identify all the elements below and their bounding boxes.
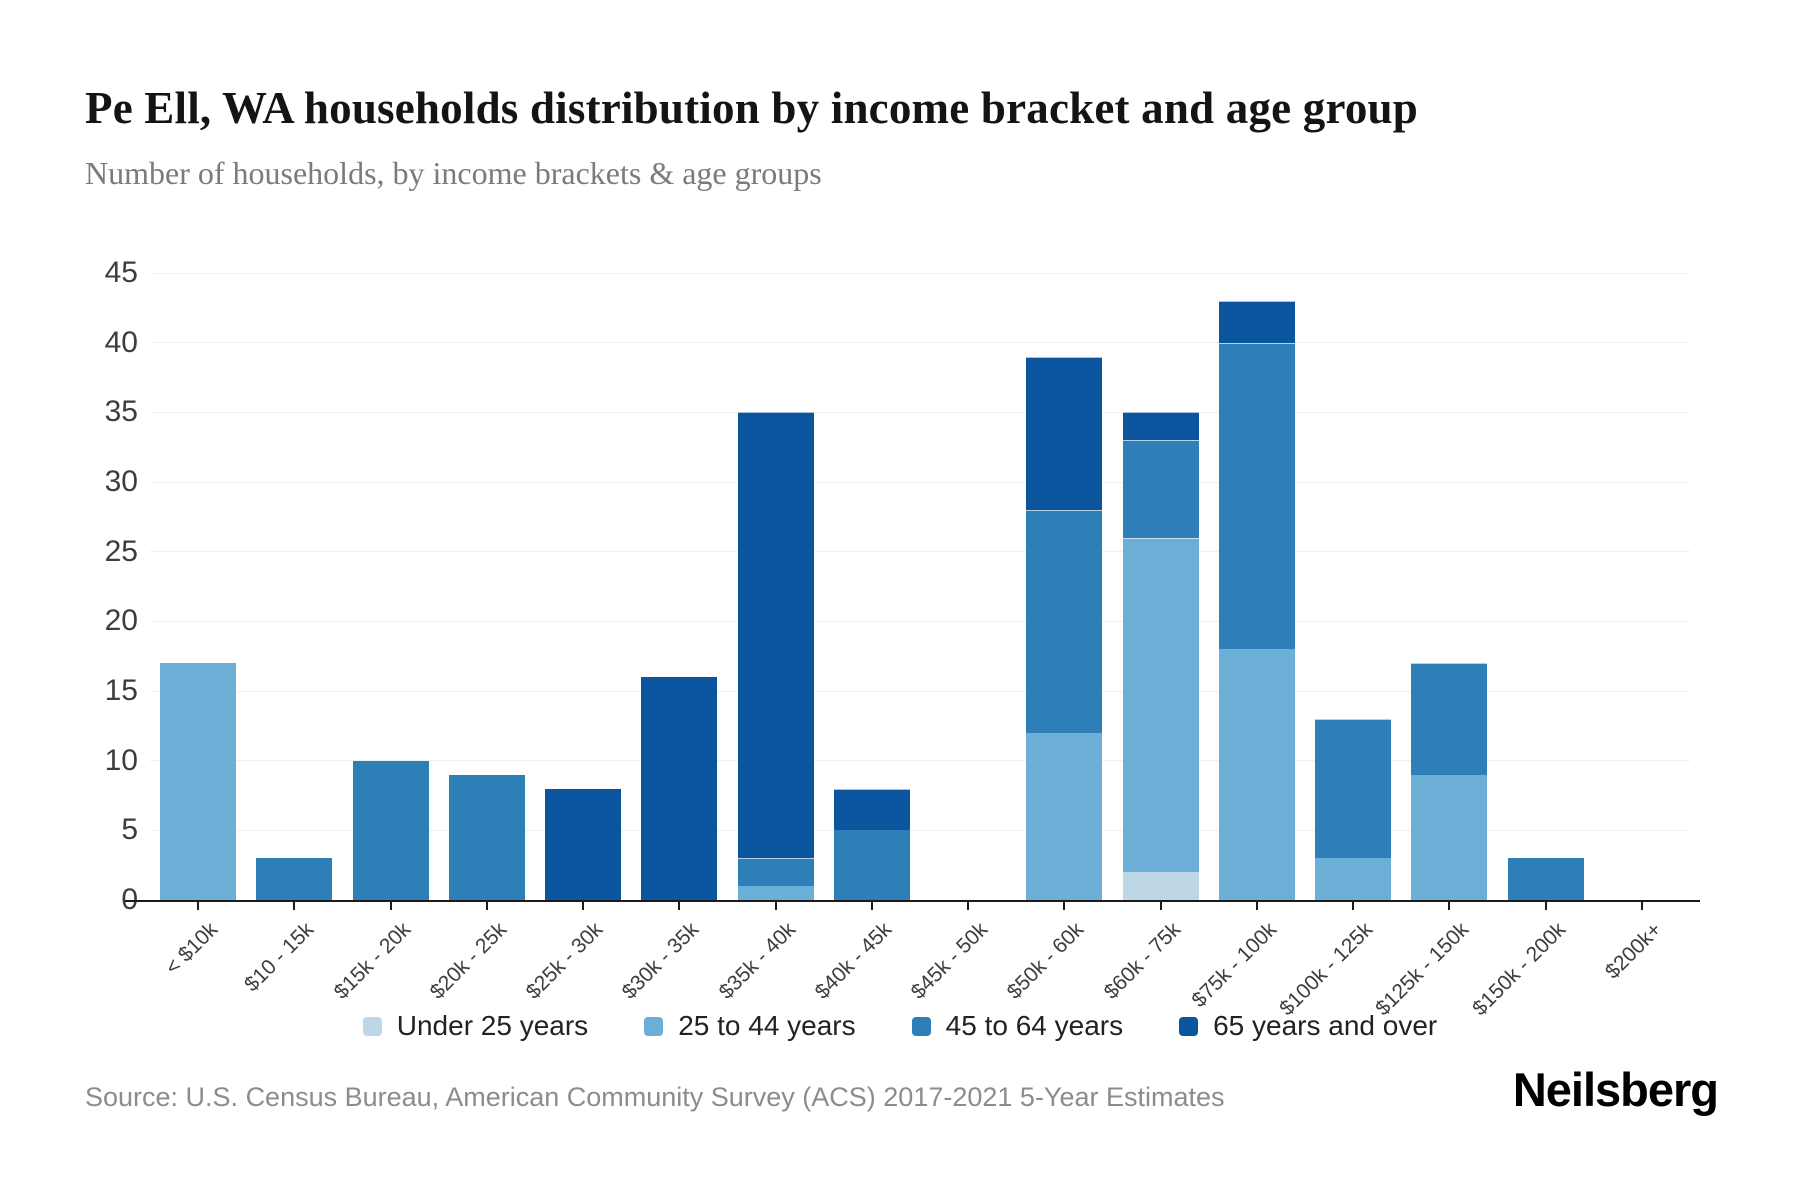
legend-item[interactable]: 65 years and over: [1179, 1010, 1437, 1042]
x-axis-label: $25k - 30k: [521, 918, 608, 1004]
x-axis-label: $35k - 40k: [714, 918, 800, 1004]
x-axis-tick: [582, 902, 585, 910]
bar-segment[interactable]: [737, 412, 814, 859]
x-axis-tick: [485, 902, 488, 910]
gridline: [150, 620, 1690, 622]
gridline: [150, 690, 1690, 692]
x-axis-label: < $10k: [161, 918, 223, 980]
x-axis-tick: [1544, 902, 1547, 910]
bar-segment[interactable]: [1122, 537, 1199, 873]
x-axis-tick: [1255, 902, 1258, 910]
bar-segment[interactable]: [833, 788, 910, 831]
bar-segment[interactable]: [1218, 342, 1295, 650]
x-axis-label: $125k - 150k: [1371, 918, 1474, 1021]
x-axis-tick: [678, 902, 681, 910]
x-axis-label: $100k - 125k: [1275, 918, 1378, 1021]
legend-label: 45 to 64 years: [945, 1010, 1124, 1041]
gridline: [150, 760, 1690, 762]
legend-swatch-icon: [644, 1016, 664, 1036]
x-axis-tick: [197, 902, 200, 910]
y-axis-label: 5: [121, 813, 138, 847]
gridline: [150, 272, 1690, 274]
y-axis-label: 45: [104, 256, 138, 289]
bar-segment[interactable]: [1026, 732, 1103, 900]
neilsberg-logo[interactable]: Neilsberg: [1512, 1063, 1719, 1116]
legend-swatch-icon: [1179, 1016, 1199, 1036]
bar-segment[interactable]: [1411, 663, 1488, 775]
y-axis-label: 35: [104, 395, 138, 429]
bar-segment[interactable]: [641, 677, 718, 900]
legend-swatch-icon: [911, 1016, 931, 1036]
legend-label: 25 to 44 years: [678, 1010, 856, 1041]
bar-segment[interactable]: [1026, 356, 1103, 510]
x-axis-tick: [1063, 902, 1066, 910]
bar-segment[interactable]: [1026, 509, 1103, 733]
gridline: [150, 829, 1690, 831]
bar-segment[interactable]: [1218, 300, 1295, 343]
x-axis-tick: [1159, 902, 1162, 910]
bar-segment[interactable]: [1122, 872, 1199, 900]
y-axis-label: 0: [68, 883, 138, 917]
x-axis-label: $40k - 45k: [810, 918, 897, 1004]
y-axis-label: 10: [104, 743, 138, 777]
x-axis-label: $15k - 20k: [329, 918, 415, 1004]
x-axis-label: $20k - 25k: [425, 918, 512, 1004]
bar-segment[interactable]: [1315, 858, 1392, 900]
x-axis-tick: [1352, 902, 1355, 910]
legend-item[interactable]: 45 to 64 years: [911, 1010, 1124, 1042]
x-axis-tick: [1640, 902, 1643, 910]
bar-segment[interactable]: [1122, 412, 1199, 441]
gridline: [150, 551, 1690, 553]
chart-legend: Under 25 years 25 to 44 years 45 to 64 yea…: [0, 1010, 1800, 1042]
y-axis-label: 40: [104, 325, 138, 359]
x-axis-label: $45k - 50k: [906, 918, 993, 1004]
bar-segment[interactable]: [1218, 649, 1295, 900]
bar-segment[interactable]: [833, 830, 910, 900]
x-axis-tick: [870, 902, 873, 910]
x-axis-tick: [293, 902, 296, 910]
x-axis-label: $60k - 75k: [1099, 918, 1185, 1004]
bar-segment[interactable]: [737, 858, 814, 887]
y-axis-label: 30: [104, 465, 138, 498]
legend-item[interactable]: 25 to 44 years: [644, 1010, 856, 1042]
x-axis-tick: [1448, 902, 1451, 910]
bar-segment[interactable]: [448, 774, 525, 900]
x-axis-tick: [774, 902, 777, 910]
y-axis-label: 15: [104, 674, 138, 707]
x-axis-tick: [967, 902, 970, 910]
page-title: Pe Ell, WA households distribution by in…: [85, 83, 1419, 134]
legend-swatch-icon: [362, 1016, 382, 1036]
bar-segment[interactable]: [737, 886, 814, 900]
source-attribution: Source: U.S. Census Bureau, American Com…: [85, 1082, 1225, 1112]
legend-label: Under 25 years: [396, 1010, 589, 1041]
gridline: [150, 481, 1690, 483]
bar-segment[interactable]: [160, 663, 237, 900]
bar-segment[interactable]: [1315, 718, 1392, 859]
x-axis-label: $150k - 200k: [1467, 918, 1570, 1021]
bar-segment[interactable]: [256, 858, 333, 900]
bar-segment[interactable]: [545, 788, 622, 900]
legend-item[interactable]: Under 25 years: [362, 1010, 589, 1042]
gridline: [150, 342, 1690, 344]
x-axis-label: $50k - 60k: [1003, 918, 1089, 1004]
y-axis-label: 25: [104, 534, 138, 568]
x-axis-label: $30k - 35k: [618, 918, 704, 1004]
bar-segment[interactable]: [352, 760, 429, 900]
x-axis-label: $200k+: [1600, 918, 1667, 984]
x-axis-tick: [389, 902, 392, 910]
x-axis-label: $75k - 100k: [1187, 918, 1282, 1012]
gridline: [150, 411, 1690, 413]
x-axis-line: [125, 900, 1700, 902]
bar-segment[interactable]: [1122, 440, 1199, 538]
y-axis-label: 20: [104, 604, 138, 638]
bar-segment[interactable]: [1507, 858, 1584, 900]
legend-label: 65 years and over: [1213, 1010, 1438, 1041]
page-subtitle: Number of households, by income brackets…: [85, 154, 822, 191]
x-axis-label: $10 - 15k: [240, 918, 319, 997]
bar-segment[interactable]: [1411, 774, 1488, 900]
